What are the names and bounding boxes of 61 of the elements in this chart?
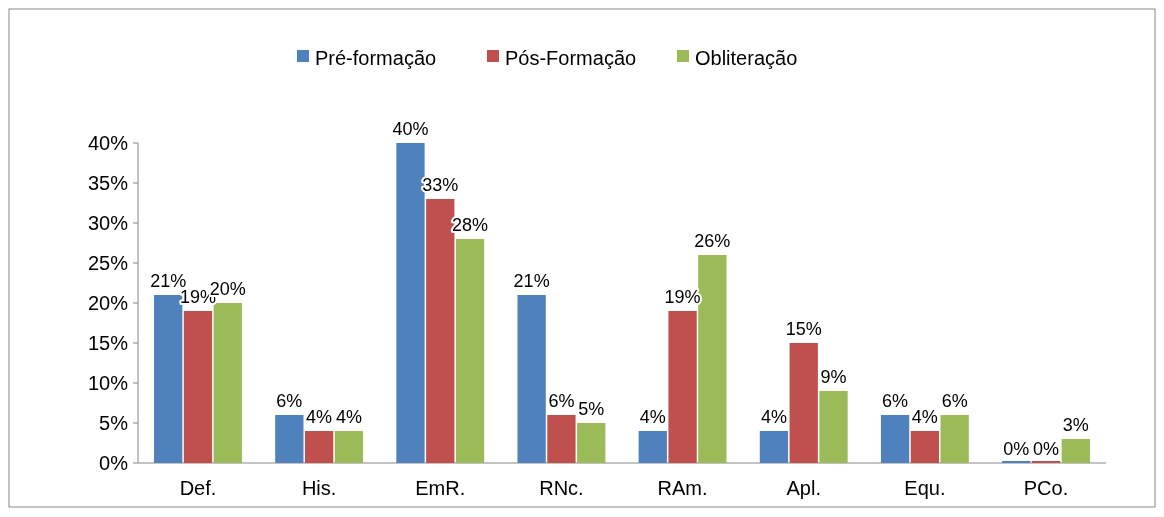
bar — [154, 295, 183, 463]
x-tick-label: EmR. — [415, 477, 466, 499]
data-label: 9% — [820, 367, 847, 387]
data-label: 0% — [1033, 439, 1060, 459]
data-label: 40% — [392, 119, 429, 139]
data-label: 3% — [1062, 415, 1089, 435]
y-tick-label: 10% — [87, 372, 129, 394]
bar — [396, 143, 425, 463]
y-tick-label: 20% — [87, 292, 129, 314]
bar — [275, 415, 304, 463]
bar — [455, 239, 485, 463]
y-tick-label: 40% — [87, 132, 129, 154]
bar — [577, 423, 606, 463]
bar — [759, 431, 789, 463]
bar — [304, 431, 334, 463]
data-label: 26% — [694, 231, 731, 251]
data-label: 4% — [760, 407, 787, 427]
x-tick-label: PCo. — [1023, 477, 1069, 499]
y-tick-label: 30% — [87, 212, 129, 234]
y-tick-label: 35% — [87, 172, 129, 194]
bar — [940, 415, 969, 463]
data-label: 15% — [785, 319, 822, 339]
bar — [698, 255, 727, 463]
data-label: 0% — [1003, 439, 1030, 459]
bar — [183, 311, 213, 463]
legend-label: Pré-formação — [315, 47, 437, 69]
bar — [1061, 439, 1090, 463]
data-label: 4% — [306, 407, 333, 427]
legend-label: Pós-Formação — [505, 47, 637, 69]
bar — [547, 415, 576, 463]
x-tick-label: RNc. — [539, 477, 584, 499]
y-tick-label: 5% — [99, 412, 129, 434]
data-label: 6% — [882, 391, 909, 411]
bar — [426, 199, 455, 463]
data-label: 6% — [941, 391, 968, 411]
data-label: 6% — [548, 391, 575, 411]
bar — [638, 431, 667, 463]
bar — [880, 415, 910, 463]
bar — [517, 295, 546, 463]
y-tick-label: 0% — [99, 452, 129, 474]
data-label: 4% — [911, 407, 938, 427]
x-tick-label: RAm. — [657, 477, 708, 499]
data-label: 4% — [639, 407, 666, 427]
bar — [789, 343, 818, 463]
bar — [910, 431, 940, 463]
data-label: 6% — [276, 391, 303, 411]
x-tick-label: Equ. — [904, 477, 946, 499]
bar — [668, 311, 697, 463]
x-tick-label: Def. — [179, 477, 217, 499]
y-tick-label: 25% — [87, 252, 129, 274]
x-tick-label: His. — [301, 477, 337, 499]
data-label: 21% — [513, 271, 550, 291]
data-label: 5% — [578, 399, 605, 419]
data-label: 4% — [335, 407, 362, 427]
bar — [334, 431, 364, 463]
bar — [819, 391, 848, 463]
data-label: 21% — [150, 271, 187, 291]
bar — [213, 303, 242, 463]
x-tick-label: Apl. — [786, 477, 821, 499]
y-tick-label: 15% — [87, 332, 129, 354]
legend-label: Obliteração — [695, 47, 798, 69]
